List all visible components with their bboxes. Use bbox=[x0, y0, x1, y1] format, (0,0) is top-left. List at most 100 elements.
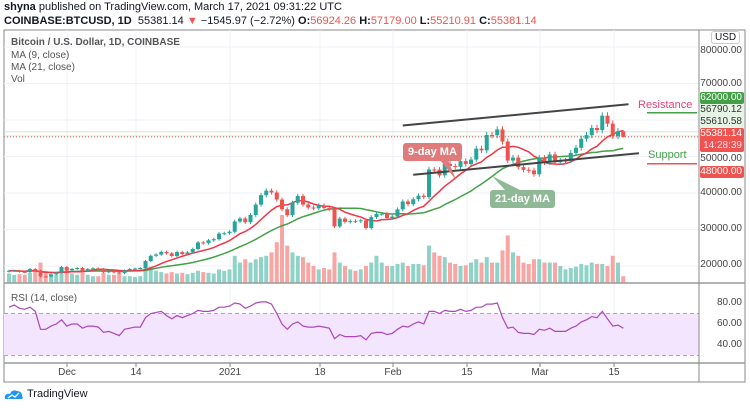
volume-bar bbox=[206, 272, 211, 283]
volume-bar bbox=[495, 262, 500, 283]
low-label: L: bbox=[419, 15, 431, 27]
volume-bar bbox=[248, 262, 253, 283]
resistance-price-label: 62000.00 bbox=[700, 92, 744, 104]
candle-body bbox=[327, 207, 332, 210]
candle-body bbox=[285, 209, 290, 216]
symbol: COINBASE:BTCUSD, 1D bbox=[4, 15, 132, 27]
volume-bar bbox=[295, 255, 300, 283]
volume-bar bbox=[28, 272, 32, 283]
volume-bar bbox=[80, 272, 85, 283]
candle-body bbox=[70, 268, 74, 271]
candle-body bbox=[474, 148, 479, 160]
candle-body bbox=[364, 220, 368, 228]
volume-bar bbox=[253, 259, 258, 283]
time-tick: Dec bbox=[58, 367, 76, 378]
ma21-annotation-pointer bbox=[492, 176, 520, 190]
currency-badge[interactable]: USD bbox=[711, 31, 741, 44]
volume-bar bbox=[589, 262, 594, 283]
candle-body bbox=[169, 253, 174, 256]
candle-body bbox=[269, 190, 274, 193]
candle-body bbox=[159, 251, 164, 255]
ma9-price-label: 56790.12 bbox=[700, 104, 744, 116]
resistance-label: Resistance bbox=[638, 99, 693, 111]
candle-body bbox=[416, 195, 421, 200]
volume-bar bbox=[343, 266, 347, 283]
volume-bar bbox=[453, 263, 458, 283]
candle-body bbox=[516, 157, 521, 168]
time-tick: 14 bbox=[130, 367, 142, 378]
volume-bar bbox=[448, 262, 452, 283]
volume-bar bbox=[532, 259, 536, 283]
rsi-tick: 40.00 bbox=[716, 339, 742, 350]
candle-body bbox=[38, 270, 43, 277]
channel-upper-line bbox=[402, 103, 629, 127]
volume-bar bbox=[574, 266, 578, 283]
ma9-annotation-pointer bbox=[440, 160, 456, 180]
candle-body bbox=[332, 209, 337, 227]
candle-body bbox=[385, 213, 389, 219]
volume-bar bbox=[33, 269, 38, 283]
volume-bar bbox=[138, 276, 143, 283]
candle-body bbox=[33, 269, 38, 271]
candle-body bbox=[290, 202, 295, 216]
legend-ma9: MA (9, close) bbox=[11, 50, 70, 61]
volume-bar bbox=[201, 272, 206, 283]
volume-bar bbox=[122, 276, 127, 283]
candle-body bbox=[196, 242, 200, 249]
volume-bar bbox=[154, 270, 158, 283]
published-text: published on TradingView.com, March 17, … bbox=[38, 1, 342, 13]
volume-bar bbox=[458, 266, 463, 283]
candle-body bbox=[358, 220, 363, 222]
candle-body bbox=[553, 154, 557, 163]
candle-body bbox=[190, 248, 195, 253]
volume-bar bbox=[269, 252, 274, 283]
candle-body bbox=[274, 192, 279, 200]
volume-bar bbox=[169, 272, 174, 283]
candle-body bbox=[595, 127, 599, 131]
candle-body bbox=[143, 261, 148, 269]
candle-body bbox=[133, 268, 137, 270]
candle-body bbox=[421, 195, 426, 198]
publish-info: shyna published on TradingView.com, Marc… bbox=[4, 1, 342, 14]
volume-bar bbox=[70, 273, 74, 283]
volume-bar bbox=[421, 265, 426, 283]
support-label: Support bbox=[648, 149, 687, 161]
rsi-tick: 60.00 bbox=[716, 318, 742, 329]
candle-body bbox=[264, 190, 269, 196]
volume-bar bbox=[369, 262, 374, 283]
tradingview-logo[interactable]: TradingView bbox=[4, 388, 88, 400]
volume-bar bbox=[348, 269, 353, 283]
tradingview-cloud-icon bbox=[4, 390, 23, 399]
candle-body bbox=[106, 271, 111, 273]
volume-bar bbox=[12, 274, 17, 283]
volume-bar bbox=[180, 272, 185, 283]
volume-bar bbox=[563, 269, 568, 283]
volume-bar bbox=[112, 274, 116, 283]
candle-body bbox=[206, 240, 211, 244]
close-label: C: bbox=[479, 15, 491, 27]
candle-body bbox=[91, 268, 95, 270]
time-tick: Mar bbox=[531, 367, 549, 378]
candle-body bbox=[490, 135, 494, 137]
candle-body bbox=[600, 115, 605, 131]
volume-bar bbox=[127, 276, 132, 283]
volume-bar bbox=[143, 268, 148, 283]
volume-bar bbox=[274, 242, 279, 283]
candle-body bbox=[185, 252, 190, 255]
candle-body bbox=[616, 131, 620, 137]
candle-body bbox=[117, 272, 122, 274]
candle-body bbox=[59, 267, 64, 273]
candle-body bbox=[337, 218, 342, 227]
candle-body bbox=[316, 205, 321, 209]
time-tick: 2021 bbox=[218, 367, 242, 378]
volume-bar bbox=[484, 257, 489, 283]
time-tick: 18 bbox=[314, 367, 326, 378]
candle-body bbox=[75, 268, 80, 270]
candle-body bbox=[85, 269, 90, 271]
candle-body bbox=[379, 213, 384, 215]
volume-bar bbox=[22, 274, 27, 283]
candle-body bbox=[463, 161, 468, 165]
volume-bar bbox=[505, 235, 510, 283]
open-value: 56924.26 bbox=[310, 15, 357, 27]
